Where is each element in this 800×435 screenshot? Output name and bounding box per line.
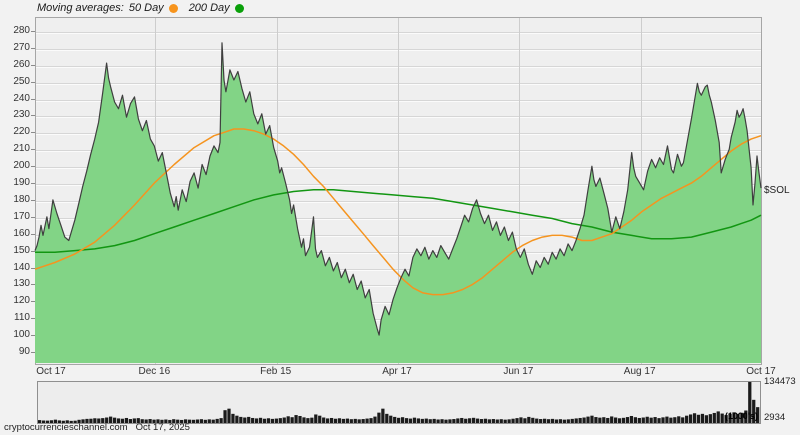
x-axis-label: Oct 17 [36,366,66,377]
y-axis-label: 110 [14,312,30,324]
legend-ma50-label: 50 Day [128,2,164,14]
x-axis-label: Dec 16 [138,366,171,377]
y-axis-tick [31,64,35,66]
y-axis-tick [31,267,35,269]
ma200-dot-icon [234,3,244,13]
x-axis-label: Jun 17 [503,366,534,377]
legend-title: Moving averages: [37,2,124,14]
y-axis-tick [31,98,35,100]
y-axis-tick [31,132,35,134]
moving-averages-legend: Moving averages: 50 Day 200 Day [37,2,255,14]
y-axis-tick [31,47,35,49]
y-axis-label: 210 [13,143,30,155]
y-axis-label: 120 [13,295,30,307]
v-gridline [398,18,399,364]
y-axis-label: 280 [13,25,30,36]
y-axis-label: 140 [13,261,30,273]
y-axis-tick [31,216,35,218]
y-axis-tick [31,81,35,83]
y-axis-label: 260 [13,58,30,70]
x-axis-label: Feb 15 [260,366,292,377]
y-axis-tick [31,115,35,117]
y-axis-tick [31,335,35,337]
y-axis-tick [31,199,35,201]
y-axis-tick [31,233,35,235]
y-axis-label: 160 [13,227,30,239]
y-axis-label: 240 [13,92,30,104]
volume-axis-min: 2934 [764,412,786,423]
y-axis-tick [31,352,35,353]
y-axis-tick [31,31,35,32]
chart-date: Oct 17, 2025 [135,422,190,433]
y-axis-label: 250 [13,75,30,87]
x-axis-label: Oct 17 [746,366,776,377]
x-axis-label: Apr 17 [382,366,412,377]
y-axis-label: 90 [18,346,30,357]
footer: cryptocurrencieschannel.com Oct 17, 2025 [4,422,190,433]
y-axis-tick [31,149,35,151]
legend-ma200-label: 200 Day [188,2,230,14]
price-chart-plot-area [35,17,762,365]
v-gridline [155,18,157,364]
y-axis-tick [31,250,35,252]
v-gridline [640,18,642,364]
y-axis-tick [31,166,35,168]
volume-axis-max: 134473 [764,376,796,387]
y-axis-label: 230 [13,109,30,121]
y-axis-label: 130 [13,278,30,290]
site-link[interactable]: cryptocurrencieschannel.com [4,422,128,433]
v-gridline [519,18,521,364]
symbol-label: $SOL [764,185,790,196]
y-axis-label: 200 [13,160,30,172]
volume-panel [37,381,761,424]
y-axis-label: 270 [13,41,30,53]
y-axis-tick [31,318,35,320]
v-gridline [276,18,278,364]
y-axis-tick [31,183,35,185]
y-axis-label: 150 [13,244,30,256]
ma50-dot-icon [168,3,178,13]
y-axis-tick [31,284,35,286]
y-axis-tick [31,301,35,303]
y-axis-label: 170 [13,210,30,222]
x-axis-label: Aug 17 [623,366,656,377]
y-axis-label: 220 [13,126,30,138]
y-axis-label: 190 [13,177,30,189]
y-axis-label: 100 [13,329,30,341]
volume-unit-label: (1000's) [724,411,758,421]
y-axis-label: 180 [13,193,30,205]
